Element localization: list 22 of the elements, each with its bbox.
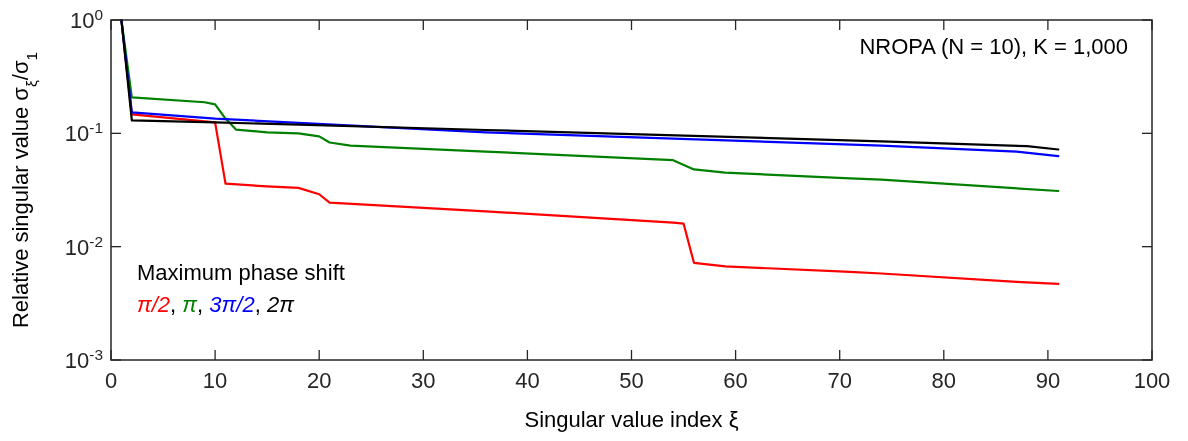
x-tick-label: 40 [515,368,540,393]
y-tick-label: 10$^{-3}$ [64,345,103,373]
text: π, [182,292,204,317]
annotation: NROPA (N = 10), K = 1,000 [859,34,1128,59]
x-tick-label: 90 [1035,368,1061,393]
x-tick-label: 80 [931,368,957,393]
x-tick-label: 100 [1133,368,1171,393]
x-tick-label: 0 [104,368,118,393]
x-tick-label: 50 [619,368,644,393]
x-tick-label: 60 [723,368,748,393]
y-tick-label: 10$^{-1}$ [64,118,103,147]
y-tick-label: 10$^{0}$ [69,5,103,33]
y-tick-label: 10$^{-2}$ [64,232,103,260]
x-tick-label: 10 [202,368,228,393]
x-tick-label: 30 [411,368,436,393]
text: 3π/2, [209,292,261,317]
x-tick-label: 20 [306,368,332,393]
x-axis-title: Singular value index ξ [524,407,739,432]
legend-title: Maximum phase shift [137,260,345,285]
text: 2π [265,292,296,317]
text: π/2, [137,292,177,317]
x-tick-label: 70 [827,368,852,393]
